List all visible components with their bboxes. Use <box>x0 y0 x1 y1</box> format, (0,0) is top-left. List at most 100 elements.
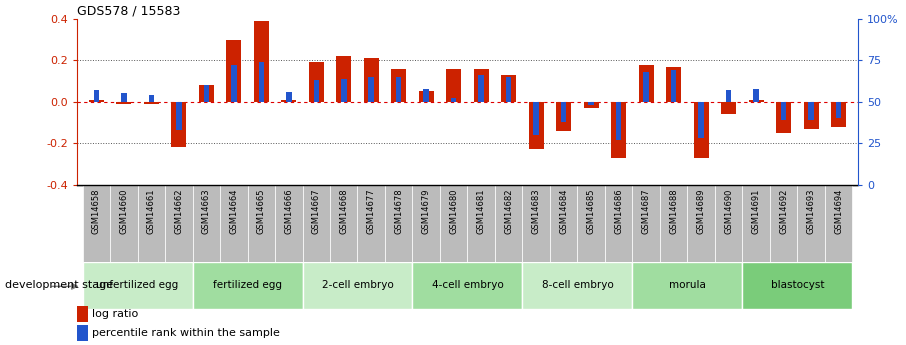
Text: fertilized egg: fertilized egg <box>213 280 282 290</box>
Text: GSM14683: GSM14683 <box>532 188 541 234</box>
Bar <box>501 75 516 102</box>
Bar <box>226 40 241 102</box>
Bar <box>385 185 412 262</box>
Text: GSM14664: GSM14664 <box>229 188 238 234</box>
Text: GSM14678: GSM14678 <box>394 188 403 234</box>
Text: GSM14692: GSM14692 <box>779 188 788 234</box>
Bar <box>632 185 660 262</box>
Bar <box>116 102 131 104</box>
Bar <box>363 58 379 102</box>
Bar <box>523 262 632 309</box>
Bar <box>770 185 797 262</box>
Bar <box>281 100 296 102</box>
Bar <box>478 75 484 102</box>
Text: GSM14681: GSM14681 <box>477 188 486 234</box>
Bar <box>220 185 247 262</box>
Text: GSM14686: GSM14686 <box>614 188 623 234</box>
Text: unfertilized egg: unfertilized egg <box>96 280 178 290</box>
Bar <box>82 185 110 262</box>
Text: development stage: development stage <box>5 280 112 289</box>
Text: GSM14660: GSM14660 <box>120 188 129 234</box>
Bar <box>726 90 731 102</box>
Text: GSM14680: GSM14680 <box>449 188 458 234</box>
Text: GSM14662: GSM14662 <box>174 188 183 234</box>
Bar <box>110 185 138 262</box>
Text: GSM14665: GSM14665 <box>256 188 265 234</box>
Bar <box>446 69 461 102</box>
Bar <box>412 185 440 262</box>
Bar <box>589 102 594 105</box>
Bar <box>715 185 743 262</box>
Bar <box>303 262 412 309</box>
Text: percentile rank within the sample: percentile rank within the sample <box>92 328 280 338</box>
Bar <box>529 102 544 149</box>
Bar <box>804 102 819 129</box>
Bar <box>89 100 104 102</box>
Text: GSM14679: GSM14679 <box>422 188 430 234</box>
Text: GSM14667: GSM14667 <box>312 188 321 234</box>
Bar <box>254 21 269 102</box>
Bar <box>336 56 352 102</box>
Bar <box>258 62 264 102</box>
Bar <box>82 262 192 309</box>
Text: GSM14687: GSM14687 <box>641 188 651 234</box>
Text: 8-cell embryo: 8-cell embryo <box>542 280 613 290</box>
Bar <box>797 185 825 262</box>
Bar <box>467 185 495 262</box>
Bar <box>743 185 770 262</box>
Bar <box>144 102 159 104</box>
Bar <box>313 80 319 102</box>
Bar <box>138 185 165 262</box>
Bar <box>341 79 346 102</box>
Text: GSM14684: GSM14684 <box>559 188 568 234</box>
Bar <box>781 102 786 120</box>
Bar <box>699 102 704 138</box>
Bar <box>412 262 523 309</box>
Bar <box>192 185 220 262</box>
Bar <box>451 98 457 102</box>
Bar <box>231 65 236 102</box>
Text: GSM14668: GSM14668 <box>339 188 348 234</box>
Bar <box>204 85 209 102</box>
Text: GSM14691: GSM14691 <box>752 188 761 234</box>
Bar <box>506 77 512 102</box>
Bar <box>643 72 649 102</box>
Bar <box>523 185 550 262</box>
Bar <box>616 102 622 140</box>
Bar <box>440 185 467 262</box>
Bar <box>171 102 187 147</box>
Bar <box>121 93 127 102</box>
Text: GSM14666: GSM14666 <box>284 188 294 234</box>
Bar <box>556 102 572 131</box>
Bar <box>275 185 303 262</box>
Text: GSM14688: GSM14688 <box>670 188 679 234</box>
Bar <box>632 262 743 309</box>
Text: GSM14685: GSM14685 <box>587 188 596 234</box>
Text: GSM14658: GSM14658 <box>92 188 101 234</box>
Bar <box>423 89 429 102</box>
Text: blastocyst: blastocyst <box>771 280 824 290</box>
Bar <box>358 185 385 262</box>
Bar <box>612 102 626 158</box>
Bar <box>419 91 434 102</box>
Bar <box>165 185 192 262</box>
Bar <box>666 67 681 102</box>
Text: GSM14682: GSM14682 <box>505 188 513 234</box>
Text: GSM14694: GSM14694 <box>834 188 843 234</box>
Bar <box>176 102 181 130</box>
Bar <box>286 92 292 102</box>
Bar <box>754 89 759 102</box>
Bar <box>369 77 374 102</box>
Bar <box>391 69 406 102</box>
Bar <box>671 70 677 102</box>
Bar <box>721 102 737 114</box>
Bar <box>495 185 523 262</box>
Bar <box>743 262 853 309</box>
Bar <box>149 95 154 102</box>
Bar <box>825 185 853 262</box>
Bar <box>605 185 632 262</box>
Text: GSM14693: GSM14693 <box>806 188 815 234</box>
Bar <box>534 102 539 135</box>
Bar <box>309 62 323 102</box>
Text: morula: morula <box>669 280 706 290</box>
